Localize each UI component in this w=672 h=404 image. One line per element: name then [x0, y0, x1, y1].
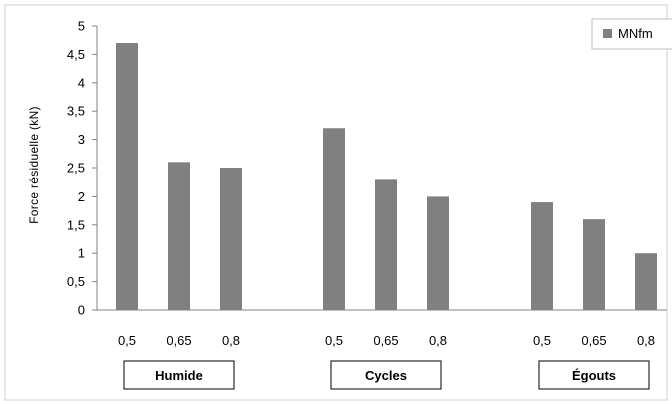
y-tick-label: 4 [78, 75, 85, 90]
group-label: Humide [155, 368, 203, 383]
bar-1-0 [323, 128, 345, 310]
group-label-box [538, 360, 650, 390]
x-tick-label: 0,65 [166, 333, 191, 348]
y-axis-label: Force résiduelle (kN) [27, 106, 41, 224]
y-axis: 0 0,5 1 1,5 2 2,5 3 3,5 4 4,5 5 [67, 19, 667, 318]
y-tick-label: 3 [78, 132, 85, 147]
bar-2-1 [583, 219, 605, 310]
group-label: Égouts [572, 368, 616, 383]
y-tick-label: 0,5 [67, 274, 85, 289]
legend-swatch [603, 29, 612, 38]
bar-0-2 [220, 168, 242, 310]
y-tick-label: 0 [78, 303, 85, 318]
group-labels: Humide Cycles Égouts [123, 360, 650, 390]
y-tick-label: 5 [78, 19, 85, 34]
legend: MNfm [591, 18, 672, 50]
bar-1-2 [427, 196, 449, 310]
x-tick-label: 0,5 [325, 333, 343, 348]
group-label-box [123, 360, 235, 390]
y-tick-label: 1 [78, 246, 85, 261]
x-tick-label: 0,65 [373, 333, 398, 348]
y-tick-label: 3,5 [67, 104, 85, 119]
group-label-box [330, 360, 442, 390]
group-label: Cycles [365, 368, 407, 383]
bar-2-0 [531, 202, 553, 310]
x-tick-label: 0,5 [118, 333, 136, 348]
y-tick-label: 2,5 [67, 161, 85, 176]
y-tick-label: 1,5 [67, 217, 85, 232]
y-tick-label: 4,5 [67, 47, 85, 62]
y-tick-label: 2 [78, 189, 85, 204]
x-tick-label: 0,8 [429, 333, 447, 348]
bar-0-0 [116, 43, 138, 310]
x-tick-label: 0,65 [581, 333, 606, 348]
bar-1-1 [375, 179, 397, 310]
bar-2-2 [635, 253, 657, 310]
x-tick-label: 0,8 [222, 333, 240, 348]
bar-0-1 [168, 162, 190, 310]
legend-entry-mnfm: MNfm [618, 26, 653, 41]
x-tick-label: 0,8 [637, 333, 655, 348]
bars [116, 43, 657, 310]
x-tick-labels: 0,5 0,65 0,8 0,5 0,65 0,8 0,5 0,65 0,8 [118, 333, 655, 348]
x-tick-label: 0,5 [533, 333, 551, 348]
